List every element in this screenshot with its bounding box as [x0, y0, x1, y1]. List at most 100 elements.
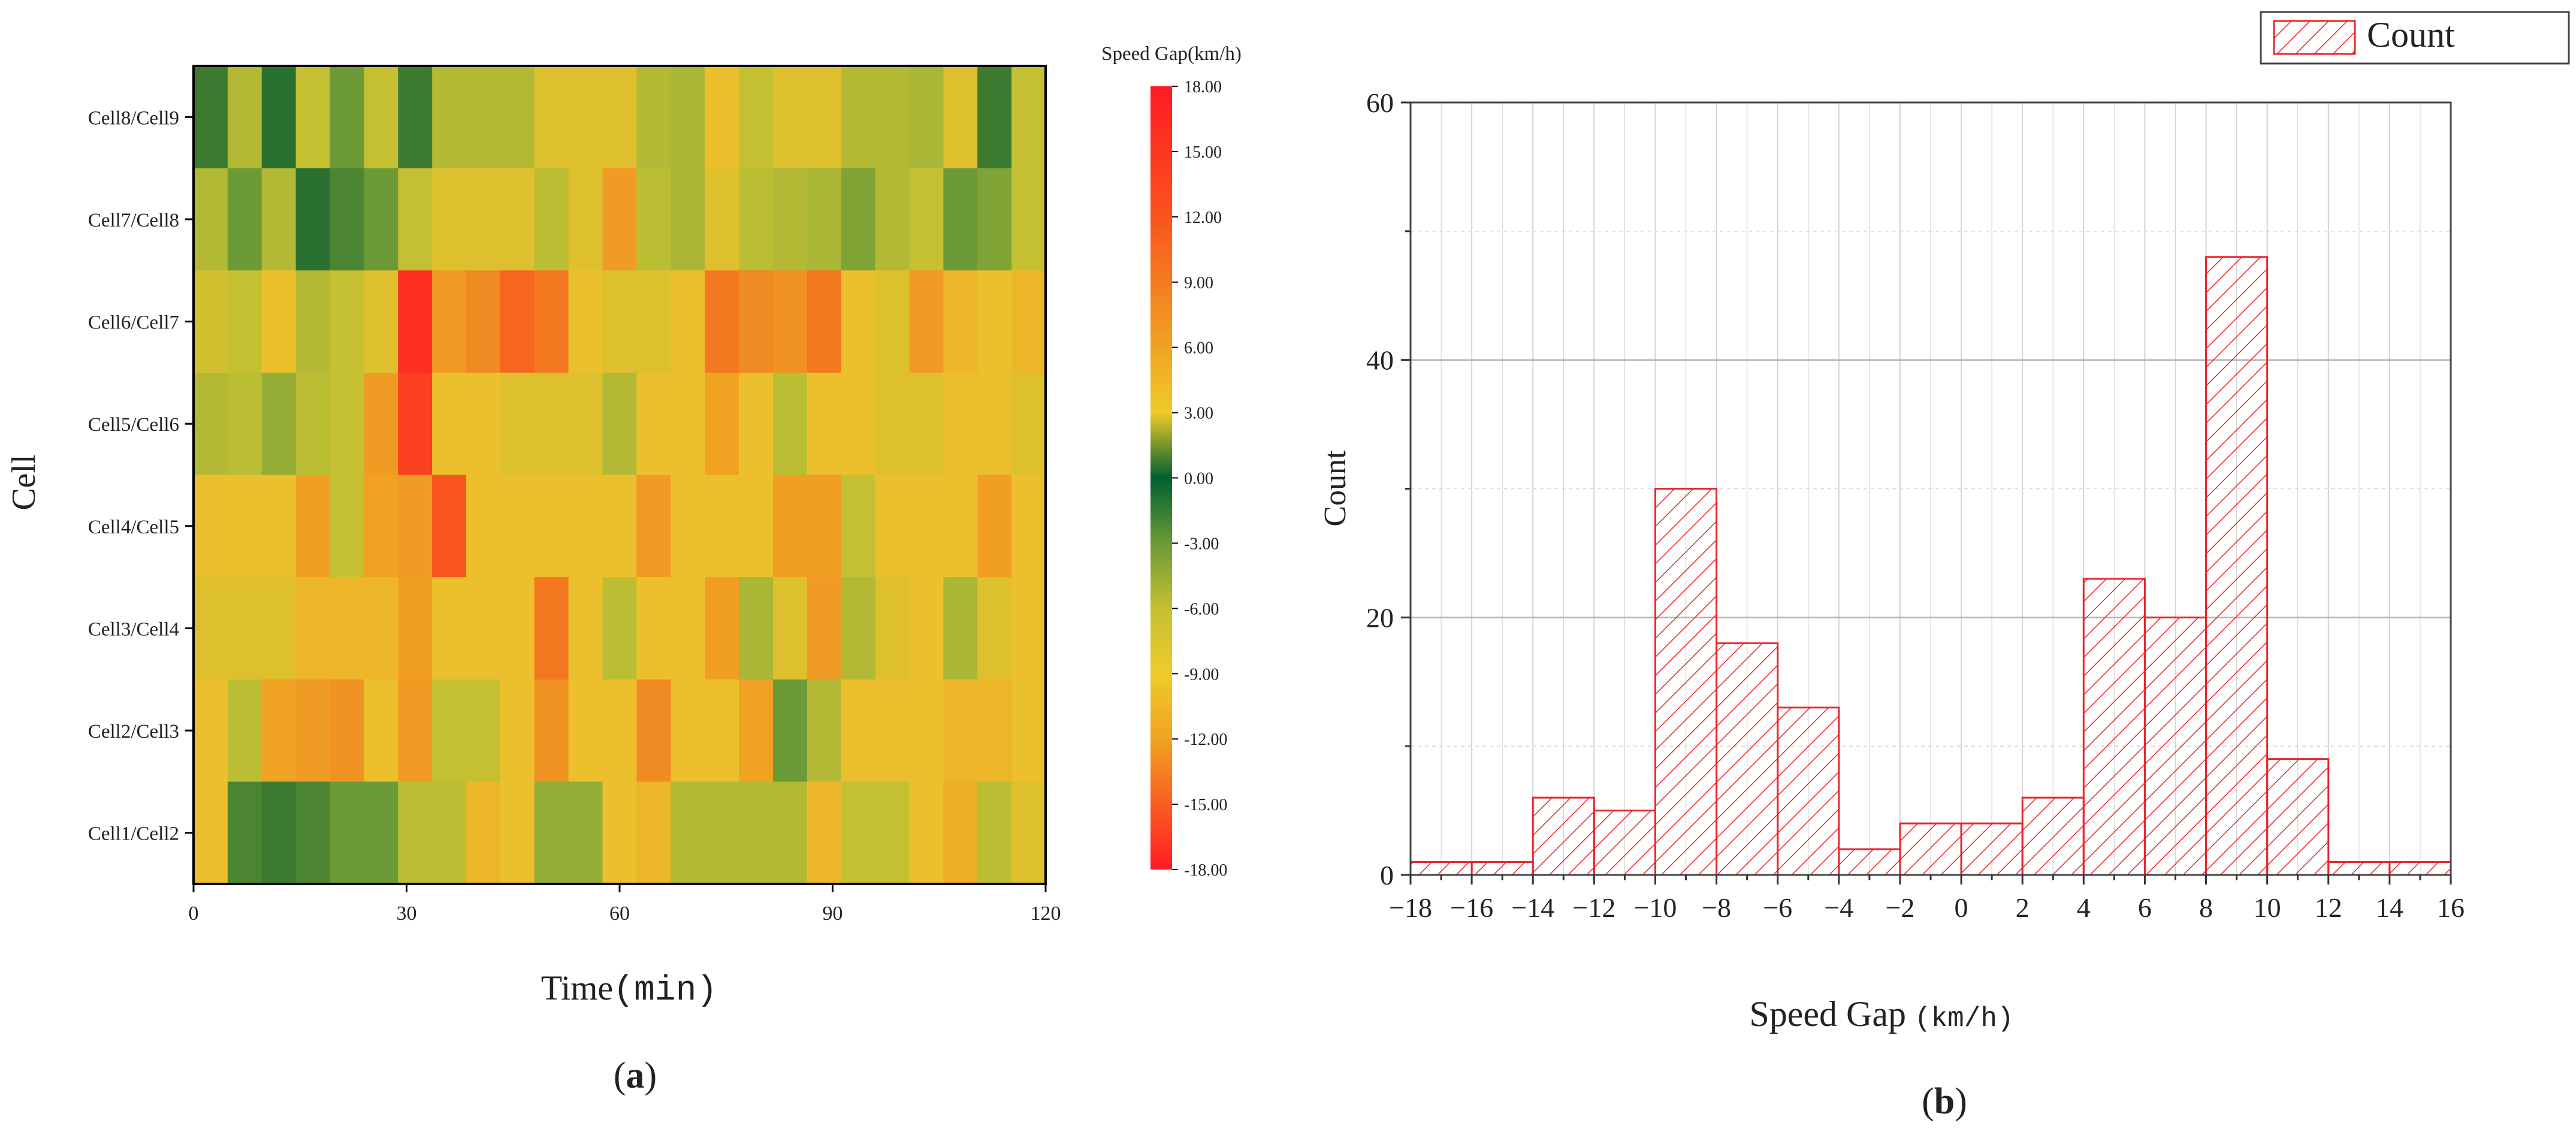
heatmap-x-axis-label: Time(min) [541, 968, 717, 1010]
heatmap-cell [943, 372, 978, 476]
heatmap-cell [636, 270, 671, 373]
heatmap-cell [772, 679, 808, 782]
heatmap-cell [194, 66, 228, 169]
heatmap-cell [875, 577, 910, 680]
heatmap-cell [568, 66, 603, 169]
histogram-bar [2388, 861, 2452, 876]
heatmap-x-axis: 0 30 60 90 120 [189, 884, 1061, 925]
heatmap-cell [739, 66, 774, 169]
legend-swatch [2273, 20, 2356, 55]
heatmap-cell [636, 475, 671, 578]
heatmap-cell [841, 679, 876, 782]
colorbar-tick-label: 9.00 [1184, 274, 1213, 292]
heatmap-cell [398, 372, 433, 476]
heatmap-cell [500, 475, 535, 578]
heatmap-cell [227, 270, 262, 373]
heatmap-cell [295, 372, 331, 476]
heatmap-cell [364, 270, 398, 373]
heatmap-cell [875, 372, 910, 476]
heatmap-cell [330, 372, 364, 476]
colorbar-title: Speed Gap(km/h) [1101, 43, 1242, 65]
histogram-x-axis: −18 −16 −14 −12 −10 −8 −6 −4 −2 0 2 4 6 8 10 12 14 16 [1389, 875, 2465, 923]
heatmap-cell [534, 679, 569, 782]
histogram-bars [1409, 256, 2452, 876]
heatmap-cell [671, 66, 705, 169]
histogram-x-tick-label: 0 [1955, 892, 1968, 923]
histogram-bar [1960, 822, 2024, 876]
heatmap-cell [261, 270, 297, 373]
heatmap-cell [330, 781, 364, 885]
colorbar-tick-label: 0.00 [1184, 470, 1213, 488]
histogram-bar [2266, 758, 2330, 876]
heatmap-cell [330, 679, 364, 782]
heatmap-cell [636, 66, 671, 169]
heatmap-cell [772, 270, 808, 373]
heatmap-cell [261, 781, 297, 885]
histogram-y-tick-label: 60 [1366, 87, 1394, 118]
heatmap-cell [739, 679, 774, 782]
heatmap-cell [398, 475, 433, 578]
heatmap-cell [398, 577, 433, 680]
heatmap-cell [330, 577, 364, 680]
colorbar-tick-label: -3.00 [1184, 535, 1219, 553]
histogram-y-axis: 0 20 40 60 [1366, 87, 1411, 891]
panel-label-b: (b) [1922, 1081, 1967, 1122]
histogram-bar [2021, 796, 2085, 876]
heatmap-cell [909, 66, 944, 169]
heatmap-cell [807, 475, 842, 578]
heatmap-cell [568, 781, 603, 885]
histogram-grid [1411, 102, 2451, 875]
histogram-bar [1899, 822, 1962, 876]
heatmap-row-label: Cell1/Cell2 [88, 823, 179, 845]
heatmap-cell [295, 781, 331, 885]
heatmap-cell [841, 577, 876, 680]
histogram-bar [1716, 642, 1779, 876]
heatmap-cell [1011, 781, 1046, 885]
heatmap-cell [807, 577, 842, 680]
heatmap-cell [841, 475, 876, 578]
heatmap-cell [466, 577, 501, 680]
panel-label-a: (a) [614, 1055, 657, 1096]
heatmap-cell [466, 475, 501, 578]
heatmap-cell [772, 475, 808, 578]
heatmap-cell [671, 270, 705, 373]
heatmap-cell [466, 679, 501, 782]
heatmap-cell [398, 679, 433, 782]
heatmap-cell [500, 679, 535, 782]
heatmap-row-label: Cell4/Cell5 [88, 517, 179, 538]
heatmap-cell [568, 679, 603, 782]
heatmap-cell [432, 168, 467, 271]
histogram-x-tick-label: 6 [2138, 892, 2152, 923]
heatmap-row-label: Cell7/Cell8 [88, 210, 179, 231]
heatmap-cell [432, 679, 467, 782]
heatmap-cell [841, 66, 876, 169]
heatmap-cell [261, 577, 297, 680]
heatmap-cell [500, 372, 535, 476]
heatmap-cell [705, 781, 739, 885]
heatmap-cell [295, 679, 331, 782]
colorbar-tick-label: -6.00 [1184, 600, 1219, 618]
heatmap-cell [364, 372, 398, 476]
heatmap-cell [943, 577, 978, 680]
heatmap-cell [194, 475, 228, 578]
heatmap-cell [500, 781, 535, 885]
heatmap-cell [739, 270, 774, 373]
histogram-bar [2143, 616, 2207, 876]
heatmap-cell [1011, 168, 1046, 271]
heatmap-cell [671, 168, 705, 271]
histogram-x-tick-label: −6 [1763, 892, 1792, 923]
heatmap-cell [466, 168, 501, 271]
histogram-x-tick-label: −2 [1885, 892, 1914, 923]
heatmap-cell [1011, 270, 1046, 373]
heatmap-cell [841, 270, 876, 373]
heatmap-cell [1011, 372, 1046, 476]
heatmap-cell [330, 270, 364, 373]
heatmap-cell [943, 781, 978, 885]
heatmap-cell [909, 781, 944, 885]
colorbar-tick-label: -15.00 [1184, 796, 1227, 814]
heatmap-row-label: Cell3/Cell4 [88, 618, 179, 640]
histogram-x-tick-label: −12 [1572, 892, 1615, 923]
heatmap-cell [602, 372, 638, 476]
histogram-x-tick-label: −10 [1633, 892, 1677, 923]
heatmap-cell [534, 781, 569, 885]
